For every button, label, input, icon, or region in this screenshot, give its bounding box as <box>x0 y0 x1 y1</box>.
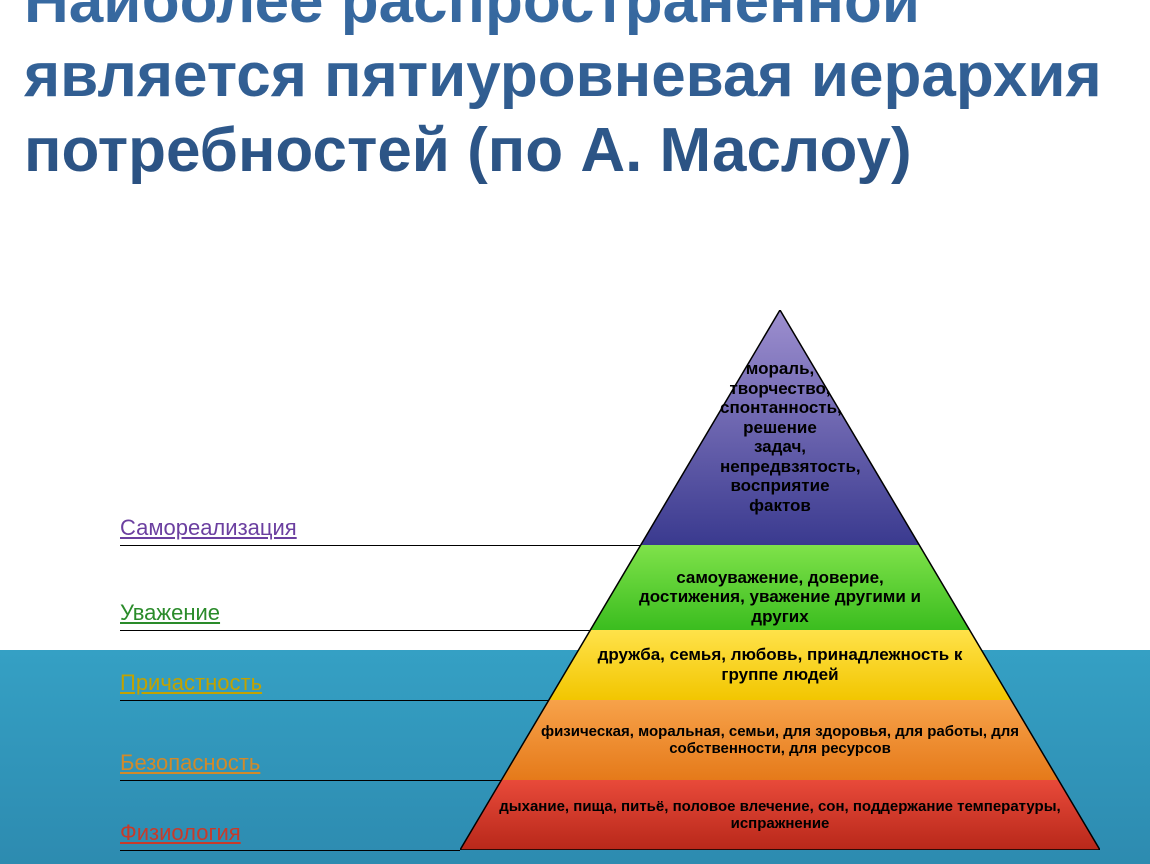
rule-self-actualization <box>120 545 641 546</box>
rule-esteem <box>120 630 590 631</box>
pyramid-svg <box>460 310 1100 850</box>
pyramid-level-self-actualization <box>641 310 920 545</box>
pyramid-level-belonging <box>549 630 1011 700</box>
rule-physiology <box>120 850 460 851</box>
category-belonging: Причастность <box>120 670 262 696</box>
pyramid-level-physiology <box>460 780 1100 850</box>
category-safety: Безопасность <box>120 750 260 776</box>
rule-safety <box>120 780 501 781</box>
category-self-actualization: Самореализация <box>120 515 297 541</box>
maslow-diagram: Самореализация Уважение Причастность Безопа… <box>120 310 1120 850</box>
pyramid-level-esteem <box>590 545 969 630</box>
rule-belonging <box>120 700 549 701</box>
pyramid-level-safety <box>501 700 1058 780</box>
slide-title: Наиболее распространенной является пятиу… <box>24 0 1124 188</box>
category-physiology: Физиология <box>120 820 241 846</box>
category-esteem: Уважение <box>120 600 220 626</box>
